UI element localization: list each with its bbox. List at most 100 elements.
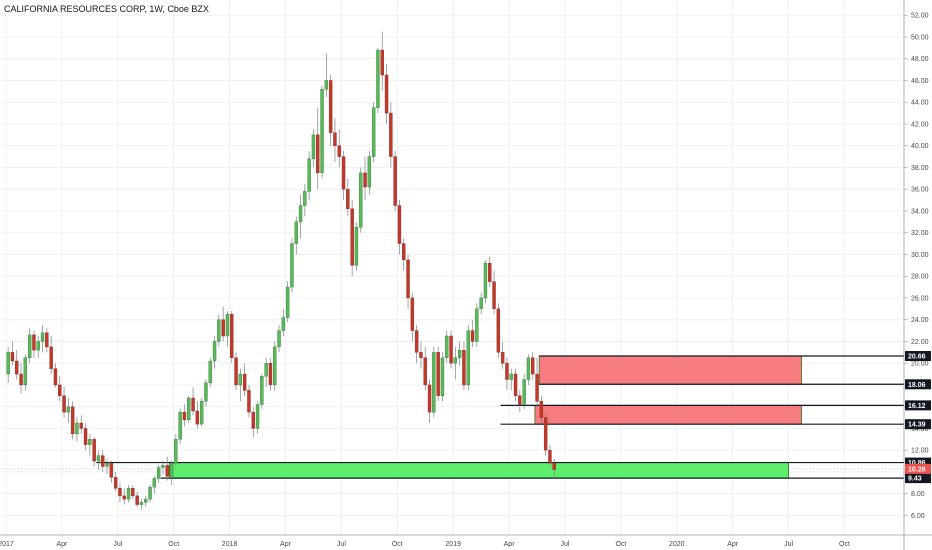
level-badge <box>905 473 931 484</box>
y-tick-label: 48.00 <box>911 56 929 63</box>
candle-down <box>436 352 440 397</box>
candle-up <box>178 411 182 440</box>
candle-down <box>389 112 393 157</box>
candle-up <box>285 286 290 318</box>
x-tick-label: Apr <box>727 541 739 548</box>
candle-up <box>475 308 479 342</box>
chart-title: CALIFORNIA RESOURCES CORP, 1W, Cboe BZX <box>4 4 209 14</box>
candle-up <box>187 397 191 420</box>
x-tick-label: Apr <box>504 541 516 548</box>
candle-down <box>118 488 122 497</box>
zone-rect <box>534 404 802 425</box>
candle-down <box>380 49 384 76</box>
candle-down <box>45 332 49 348</box>
candle-up <box>23 357 28 386</box>
candle-up <box>169 463 174 477</box>
candle-down <box>191 397 195 412</box>
candle-up <box>204 382 208 402</box>
candle-down <box>543 417 548 451</box>
candle-up <box>225 314 230 337</box>
candle-down <box>414 330 419 353</box>
candle-up <box>217 319 221 342</box>
level-badge-label: 14.39 <box>908 422 926 429</box>
candle-down <box>427 384 432 413</box>
candle-down <box>539 401 544 418</box>
y-tick-label: 46.00 <box>911 78 929 85</box>
candles <box>6 31 556 510</box>
candle-up <box>376 49 380 108</box>
candle-up <box>152 478 157 488</box>
y-tick-label: 44.00 <box>911 100 929 107</box>
y-tick-label: 6.00 <box>911 513 925 520</box>
level-badge <box>905 419 931 430</box>
zone-rect <box>168 462 790 479</box>
level-lines <box>0 355 904 479</box>
candle-up <box>526 357 531 380</box>
candle-down <box>32 334 36 351</box>
x-tick-label: 2017 <box>0 541 14 548</box>
candle-up <box>432 352 436 413</box>
candle-up <box>212 341 217 362</box>
candle-down <box>58 384 62 397</box>
zones <box>168 355 802 479</box>
candle-up <box>260 376 264 405</box>
candle-up <box>522 379 526 405</box>
y-tick-label: 36.00 <box>911 187 929 194</box>
y-tick-label: 30.00 <box>911 252 929 259</box>
candle-down <box>341 156 346 190</box>
candle-up <box>144 498 148 503</box>
candle-down <box>316 134 320 174</box>
x-tick-label: Oct <box>839 541 850 548</box>
level-badge-label: 10.86 <box>908 460 926 467</box>
candle-down <box>488 262 492 282</box>
candle-down <box>552 463 556 470</box>
candle-down <box>19 373 23 386</box>
candle-up <box>96 455 101 462</box>
candle-up <box>298 205 303 223</box>
candle-down <box>384 74 389 114</box>
candle-up <box>453 357 458 364</box>
candle-down <box>53 368 58 386</box>
candle-down <box>449 335 453 364</box>
y-tick-label: 24.00 <box>911 317 929 324</box>
grid-lines <box>0 0 904 535</box>
x-tick-label: Jul <box>784 541 793 548</box>
candle-down <box>251 411 255 429</box>
candle-down <box>505 362 509 380</box>
candle-up <box>445 335 449 358</box>
candle-down <box>518 395 522 405</box>
price-badges: 20.66 18.06 16.12 14.39 10.86 9.43 10.28 <box>905 351 931 484</box>
x-tick-label: Jul <box>561 541 570 548</box>
candle-down <box>496 308 501 353</box>
candle-down <box>531 357 535 375</box>
x-tick-label: Jul <box>337 541 346 548</box>
candle-down <box>221 319 225 337</box>
x-tick-label: Oct <box>615 541 626 548</box>
candle-up <box>320 88 324 174</box>
candle-down <box>101 455 105 467</box>
candle-up <box>161 465 165 468</box>
candle-down <box>49 346 53 369</box>
candle-down <box>122 495 126 500</box>
candle-down <box>135 495 139 505</box>
candle-down <box>423 357 427 386</box>
candle-up <box>359 172 363 228</box>
level-badge-label: 16.12 <box>908 403 926 410</box>
level-badge-label: 20.66 <box>908 354 926 361</box>
candle-up <box>255 404 260 429</box>
candle-down <box>131 488 135 497</box>
time-axis[interactable]: 2017 Apr Jul Oct 2018 Apr Jul Oct 2019 Apr Jul Oct 2… <box>0 534 932 548</box>
candle-down <box>10 352 15 362</box>
x-tick-label: 2019 <box>445 541 461 548</box>
price-axis[interactable]: 52.00 50.00 48.00 46.00 44.00 42.00 40.00 38.00… <box>903 0 929 550</box>
y-tick-label: 38.00 <box>911 165 929 172</box>
candle-up <box>307 158 311 192</box>
candle-down <box>337 145 341 157</box>
level-badge-label: 18.06 <box>908 382 926 389</box>
candle-up <box>479 297 483 310</box>
candle-up <box>457 349 462 358</box>
candle-down <box>15 360 19 375</box>
candle-down <box>195 410 200 425</box>
candle-down <box>402 243 406 261</box>
